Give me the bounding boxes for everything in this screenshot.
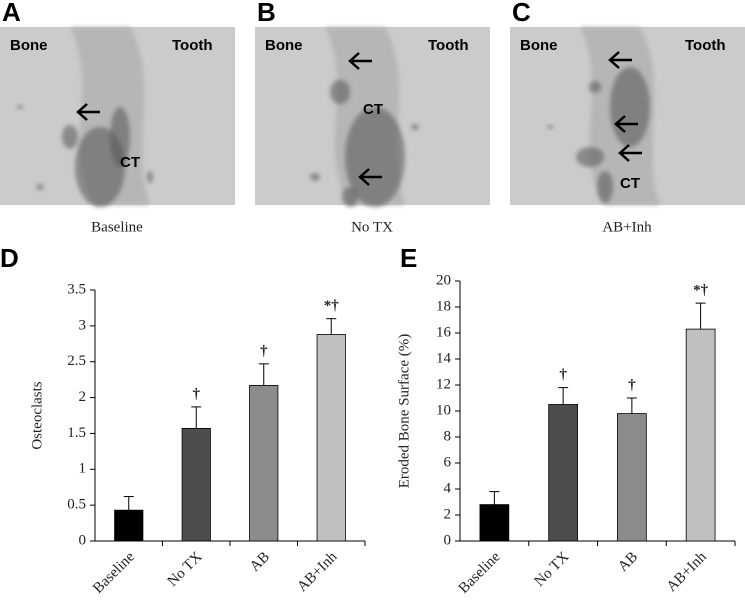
tissue-label: CT (620, 175, 640, 192)
arrow (76, 103, 100, 121)
cell (576, 147, 604, 167)
y-tick-label: 3.5 (67, 281, 86, 297)
tissue-label: Bone (520, 37, 558, 54)
arrow (608, 51, 632, 69)
y-tick-label: 1.5 (67, 425, 86, 441)
tissue-label: CT (120, 154, 140, 171)
tissue-label: Tooth (172, 37, 213, 54)
bar (181, 428, 211, 542)
y-tick-label: 12 (436, 376, 451, 392)
bar (114, 509, 144, 542)
significance: † (193, 386, 201, 402)
y-tick-label: 2 (79, 389, 87, 405)
tissue-label: Bone (10, 37, 48, 54)
cell (310, 173, 320, 181)
y-axis-title: Osteoclasts (29, 381, 45, 449)
bar (316, 334, 346, 542)
caption: No TX (351, 219, 393, 235)
y-tick-label: 0 (444, 532, 452, 548)
x-tick-label: AB+Inh (664, 549, 711, 596)
bar (685, 328, 716, 542)
y-tick-label: 6 (444, 454, 452, 470)
y-tick-label: 4 (444, 480, 452, 496)
tissue-label: Tooth (428, 37, 469, 54)
y-tick-label: 3 (79, 317, 87, 333)
y-tick-label: 18 (436, 298, 451, 314)
cell (110, 107, 130, 167)
cell (330, 80, 350, 104)
caption: Baseline (91, 219, 143, 235)
y-tick-label: 0 (79, 532, 87, 548)
tissue-label: Tooth (685, 37, 726, 54)
significance: † (260, 343, 268, 359)
significance: † (628, 377, 636, 393)
y-tick-label: 16 (436, 324, 452, 340)
y-tick-label: 14 (436, 350, 452, 366)
x-tick-label: AB (247, 549, 273, 575)
arrow (614, 115, 638, 133)
x-tick-label: Baseline (90, 549, 138, 597)
y-tick-label: 20 (436, 272, 451, 288)
panel-letter: A (2, 0, 21, 27)
y-tick-label: 8 (444, 428, 452, 444)
cell (36, 184, 44, 190)
arrow (618, 144, 642, 162)
panel-letter: B (257, 0, 276, 27)
panel-letter: C (512, 0, 531, 27)
tissue-label: CT (363, 101, 383, 118)
significance: *† (324, 298, 340, 314)
significance: † (559, 367, 567, 383)
x-tick-label: AB+Inh (294, 549, 341, 596)
bar (617, 413, 647, 542)
cell (411, 124, 419, 130)
x-tick-label: AB (615, 549, 641, 575)
y-axis-title: Eroded Bone Surface (%) (396, 334, 412, 489)
y-tick-label: 2.5 (67, 353, 86, 369)
arrow (348, 52, 372, 70)
cell (147, 171, 153, 183)
y-tick-label: 10 (436, 402, 451, 418)
bar (249, 384, 279, 542)
x-tick-label: No TX (532, 549, 573, 590)
x-tick-label: No TX (165, 549, 206, 590)
cell (597, 171, 613, 203)
cell (589, 81, 601, 93)
panel-letter: E (400, 243, 417, 273)
y-tick-label: 0.5 (67, 497, 86, 513)
micrographs (0, 27, 745, 207)
x-tick-label: Baseline (456, 549, 504, 597)
cell (610, 67, 650, 147)
tissue-label: Bone (265, 37, 303, 54)
y-tick-label: 2 (444, 506, 452, 522)
cell (345, 107, 405, 207)
caption: AB+Inh (602, 219, 652, 235)
significance: *† (693, 283, 709, 299)
cell (17, 105, 23, 109)
panel-letter: D (0, 243, 19, 273)
bar (548, 404, 578, 542)
cell (547, 125, 553, 129)
arrow (358, 168, 382, 186)
bar (479, 504, 510, 542)
y-tick-label: 1 (79, 461, 87, 477)
cell (62, 125, 78, 149)
